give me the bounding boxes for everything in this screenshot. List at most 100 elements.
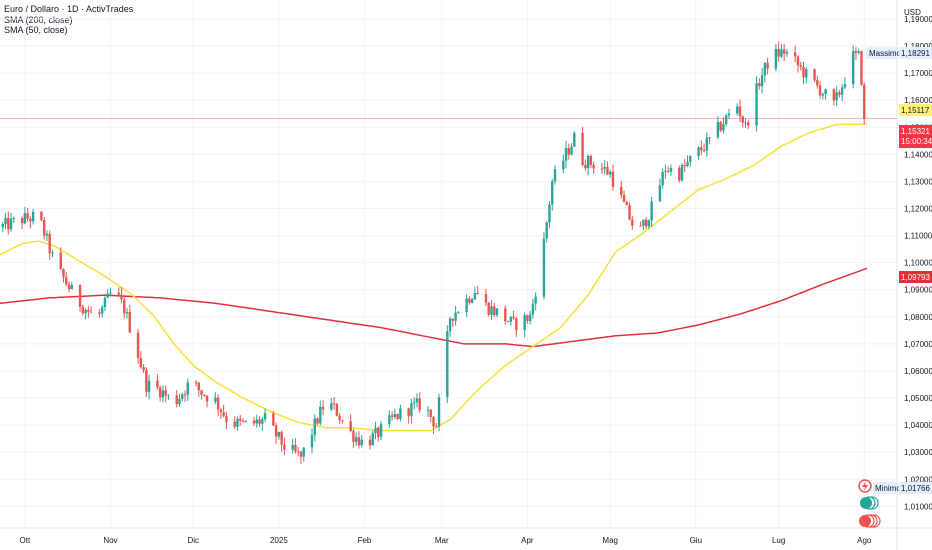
candle-body [490, 306, 493, 315]
candle-body [123, 299, 126, 314]
candle-body [465, 298, 468, 313]
legend-sma200[interactable]: SMA (200, close) [4, 14, 73, 25]
max-value: 1,18291 [901, 49, 930, 58]
candle-body [567, 148, 570, 155]
candle-body [200, 390, 203, 395]
candle-body [689, 156, 692, 162]
sma50-line [0, 123, 868, 432]
candle-body [457, 312, 460, 314]
candle-body [796, 56, 800, 66]
flash-event-icon[interactable] [858, 479, 872, 493]
y-tick-label: 1,19000 [904, 15, 932, 24]
min-caption: Minimo [875, 484, 901, 493]
candle-body [680, 164, 684, 181]
candle-body [219, 409, 223, 413]
candle-body [625, 202, 628, 206]
candle-body [297, 451, 300, 453]
candle-body [678, 168, 681, 181]
x-tick-label: Mag [602, 536, 618, 545]
candle-body [686, 161, 689, 166]
candle-body [167, 395, 170, 397]
candle-body [407, 408, 410, 417]
candle-body [821, 94, 825, 96]
currency-label[interactable]: USD [904, 8, 921, 17]
candle-body [354, 437, 358, 442]
candle-body [84, 309, 87, 314]
candle-body [374, 427, 377, 434]
candle-body [7, 218, 10, 230]
candle-body [669, 168, 673, 172]
candle-body [426, 409, 430, 411]
candle-body [233, 421, 236, 427]
sma200-value: 1,09793 [901, 273, 930, 282]
candle-body [835, 92, 838, 101]
candle-body [181, 394, 184, 399]
dividend-event-icon[interactable] [859, 514, 881, 528]
y-tick-label: 1,13000 [904, 177, 932, 186]
candle-body [31, 211, 35, 222]
candle-body [727, 113, 731, 116]
candle-body [760, 75, 764, 87]
candle-body [628, 205, 631, 220]
candle-body [454, 312, 457, 321]
candle-body [531, 303, 535, 315]
candle-body [509, 316, 513, 322]
candle-body [371, 433, 374, 446]
candle-body [100, 307, 104, 314]
candle-body [222, 412, 225, 416]
candle-body [117, 292, 120, 295]
candle-body [136, 332, 140, 358]
countdown: 15:00:34 [901, 137, 932, 146]
candle-body [147, 380, 151, 392]
legend-sma50[interactable]: SMA (50, close) [4, 25, 68, 35]
candle-body [570, 146, 573, 155]
candle-body [548, 204, 551, 223]
candle-body [589, 155, 593, 165]
candles [1, 41, 866, 464]
candle-body [87, 309, 90, 312]
candle-body [388, 415, 391, 425]
candle-body [321, 406, 325, 410]
candle-body [468, 298, 471, 303]
candle-body [534, 296, 537, 304]
economic-event-icon[interactable] [860, 496, 879, 510]
candle-body [697, 147, 700, 157]
candle-body [553, 169, 557, 182]
candle-body [390, 415, 394, 417]
candle-body [145, 369, 148, 392]
candle-body [495, 308, 499, 316]
candle-body [581, 133, 584, 166]
x-tick-label: Nov [103, 536, 117, 545]
candle-body [236, 418, 239, 427]
y-tick-label: 1,16000 [904, 96, 932, 105]
candle-body [128, 312, 131, 333]
candle-body [120, 294, 123, 300]
candle-body [758, 83, 761, 87]
candle-body [341, 420, 344, 422]
sma50-value-label: 1,15117 [899, 104, 932, 116]
candle-body [319, 406, 322, 424]
candle-body [109, 292, 112, 294]
event-icons[interactable] [858, 479, 881, 528]
candle-body [647, 220, 651, 227]
candle-body [12, 217, 16, 219]
candle-body [470, 299, 474, 303]
candle-body [62, 268, 65, 278]
candle-body [51, 252, 54, 254]
candle-body [142, 367, 145, 370]
max-caption: Massimo [869, 49, 902, 58]
candle-body [29, 218, 32, 222]
candle-body [310, 434, 314, 448]
candle-body [766, 62, 769, 69]
candle-body [747, 122, 750, 126]
candle-body [1, 224, 4, 228]
candle-body [741, 116, 744, 123]
candle-body [573, 133, 576, 147]
candle-body [802, 66, 805, 78]
candle-body [526, 315, 529, 322]
x-tick-label: Ott [20, 536, 31, 545]
candle-body [551, 181, 554, 205]
candle-body [487, 302, 490, 315]
